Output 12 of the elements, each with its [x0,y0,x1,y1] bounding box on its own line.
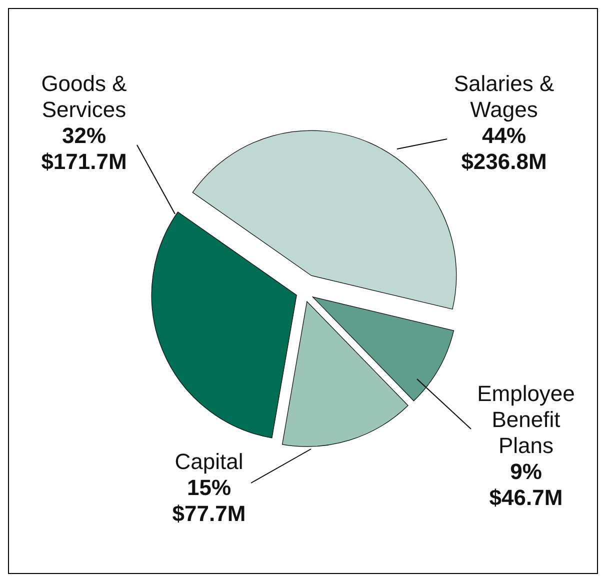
data-label: 44% [482,123,526,148]
text: $171.7M [41,149,127,174]
slice-label: Goods & Services [41,71,128,122]
data-label: 15% [186,475,232,500]
slice-label: Salaries & Wages [454,71,554,122]
data-label: 32% [62,123,106,148]
text: $236.8M [461,149,547,174]
slice-label: Employee Benefit Plans [477,381,575,458]
data-label: 9% [510,459,542,484]
text: $46.7M [489,485,563,510]
legend-label: Capital [174,449,244,474]
text: $77.7M [172,501,246,526]
